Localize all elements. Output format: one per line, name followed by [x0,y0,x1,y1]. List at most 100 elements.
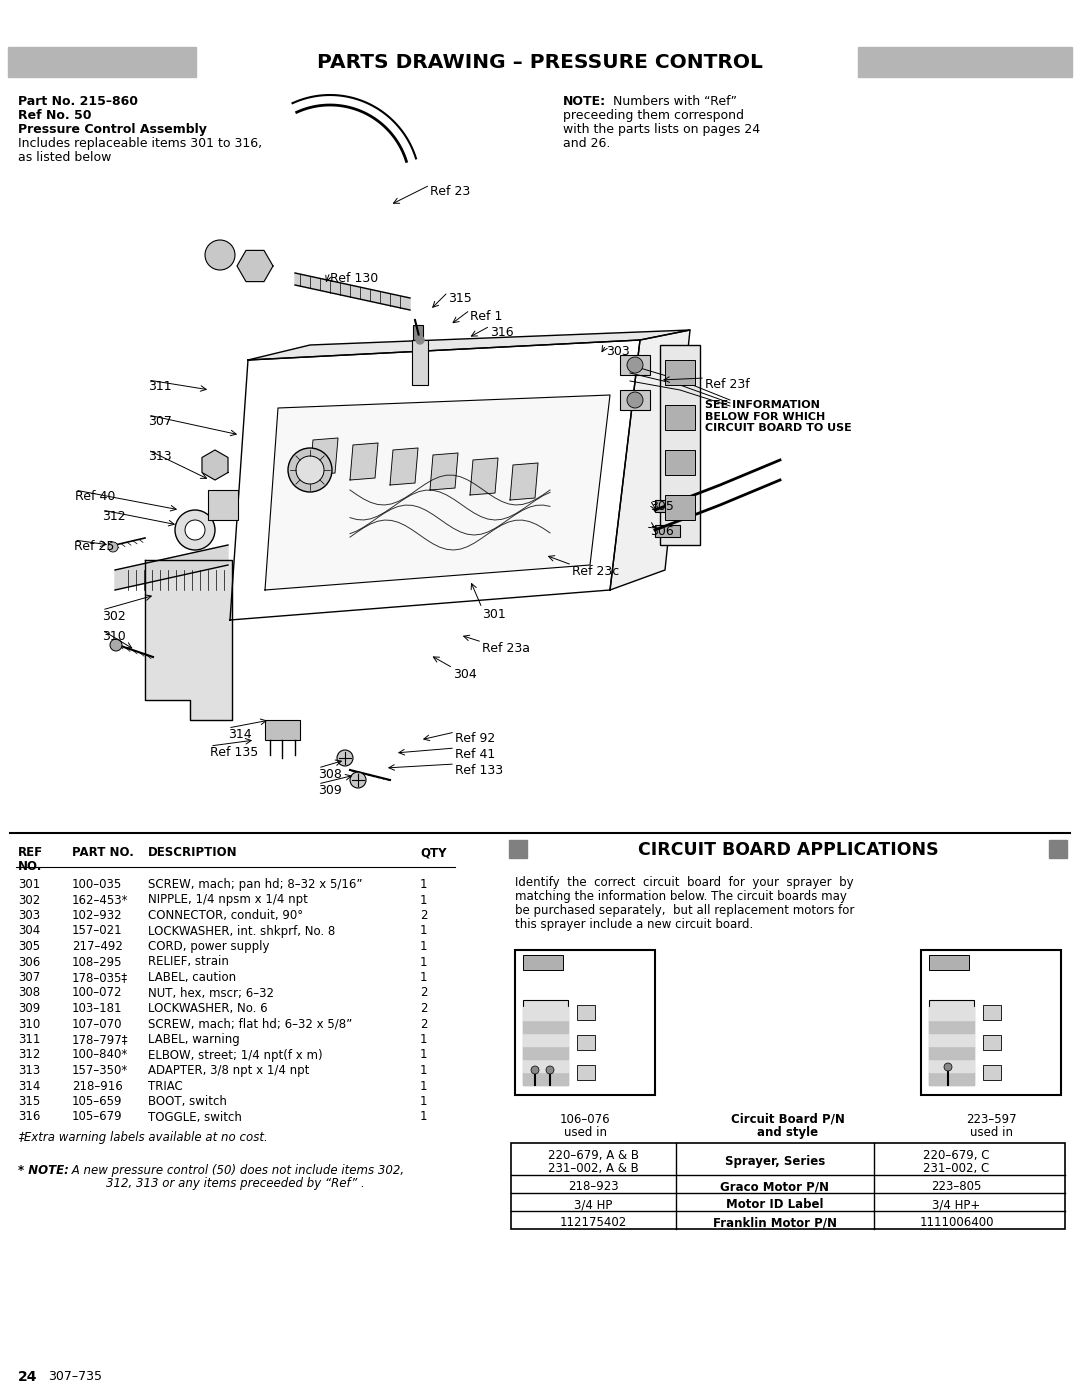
Text: A new pressure control (50) does not include items 302,: A new pressure control (50) does not inc… [68,1164,404,1178]
Bar [665,495,696,520]
Text: 1: 1 [420,877,428,891]
Text: 305: 305 [18,940,40,953]
Circle shape [627,393,643,408]
Circle shape [205,240,235,270]
Text: Ref 25: Ref 25 [75,541,114,553]
Polygon shape [230,339,640,620]
Text: 1: 1 [420,894,428,907]
Bar [921,950,1061,1095]
Polygon shape [350,443,378,481]
Text: 313: 313 [18,1065,40,1077]
Polygon shape [523,1032,568,1046]
Text: 312: 312 [18,1049,40,1062]
Text: Ref 130: Ref 130 [330,272,378,285]
Text: 313: 313 [148,450,172,462]
Polygon shape [248,330,690,360]
Bar [511,1143,1065,1229]
Text: 303: 303 [606,345,630,358]
Polygon shape [114,545,228,590]
Text: 1: 1 [420,971,428,983]
Text: 1: 1 [420,1080,428,1092]
Text: 3/4 HP: 3/4 HP [575,1199,612,1211]
Text: be purchased separately,  but all replacement motors for: be purchased separately, but all replace… [515,904,854,916]
Polygon shape [145,560,232,719]
Text: Part No. 215–860: Part No. 215–860 [18,95,138,108]
Text: Ref 92: Ref 92 [455,732,496,745]
Text: 311: 311 [18,1032,40,1046]
Text: REF: REF [18,847,43,859]
Text: CIRCUIT BOARD APPLICATIONS: CIRCUIT BOARD APPLICATIONS [637,841,939,859]
Text: 157–021: 157–021 [72,925,123,937]
Text: 218–923: 218–923 [568,1180,619,1193]
Text: NUT, hex, mscr; 6–32: NUT, hex, mscr; 6–32 [148,986,274,999]
Polygon shape [310,439,338,475]
Text: ELBOW, street; 1/4 npt(f x m): ELBOW, street; 1/4 npt(f x m) [148,1049,323,1062]
Bar [983,1035,1001,1051]
Text: CORD, power supply: CORD, power supply [148,940,270,953]
Text: 302: 302 [18,894,40,907]
Text: 307: 307 [18,971,40,983]
Polygon shape [237,250,273,282]
Text: LOCKWASHER, int. shkprf, No. 8: LOCKWASHER, int. shkprf, No. 8 [148,925,335,937]
Polygon shape [610,330,690,590]
Circle shape [531,1066,539,1074]
Polygon shape [929,1071,974,1085]
Text: 105–659: 105–659 [72,1095,122,1108]
Text: 308: 308 [318,768,342,781]
Text: 24: 24 [18,1370,38,1384]
Polygon shape [202,450,228,481]
Text: 315: 315 [448,292,472,305]
Bar [983,1004,1001,1020]
Circle shape [546,1066,554,1074]
Text: NO.: NO. [18,861,42,873]
Circle shape [175,510,215,550]
Text: Ref 40: Ref 40 [75,490,116,503]
Text: 1: 1 [420,1049,428,1062]
Text: matching the information below. The circuit boards may: matching the information below. The circ… [515,890,847,902]
Bar [523,1000,568,1085]
Text: Pressure Control Assembly: Pressure Control Assembly [18,123,207,136]
Text: 316: 316 [18,1111,40,1123]
Text: Ref 23f: Ref 23f [705,379,750,391]
Polygon shape [523,1071,568,1085]
Bar [665,450,696,475]
Text: PARTS DRAWING – PRESSURE CONTROL: PARTS DRAWING – PRESSURE CONTROL [318,53,762,71]
Text: 102–932: 102–932 [72,909,123,922]
Text: 100–072: 100–072 [72,986,122,999]
Text: 162–453*: 162–453* [72,894,129,907]
Bar [265,719,300,740]
Text: Ref 135: Ref 135 [210,746,258,759]
Text: 178–797‡: 178–797‡ [72,1032,129,1046]
Bar [929,1000,974,1085]
Text: NIPPLE, 1/4 npsm x 1/4 npt: NIPPLE, 1/4 npsm x 1/4 npt [148,894,308,907]
Polygon shape [929,1007,974,1020]
Text: 218–916: 218–916 [72,1080,123,1092]
Circle shape [627,358,643,373]
Text: Ref 41: Ref 41 [455,747,496,761]
Circle shape [416,337,424,344]
Text: SCREW, mach; pan hd; 8–32 x 5/16”: SCREW, mach; pan hd; 8–32 x 5/16” [148,877,363,891]
Polygon shape [523,1007,568,1020]
Text: 178–035‡: 178–035‡ [72,971,129,983]
Text: SCREW, mach; flat hd; 6–32 x 5/8”: SCREW, mach; flat hd; 6–32 x 5/8” [148,1017,352,1031]
Text: 314: 314 [18,1080,40,1092]
Text: Franklin Motor P/N: Franklin Motor P/N [713,1217,837,1229]
Text: SEE INFORMATION
BELOW FOR WHICH
CIRCUIT BOARD TO USE: SEE INFORMATION BELOW FOR WHICH CIRCUIT … [705,400,852,433]
Text: Includes replaceable items 301 to 316,: Includes replaceable items 301 to 316, [18,137,262,149]
Text: and style: and style [757,1126,819,1139]
Bar [577,1065,595,1080]
Text: Ref No. 50: Ref No. 50 [18,109,92,122]
Text: 309: 309 [18,1002,40,1016]
Bar [929,956,969,970]
Circle shape [288,448,332,492]
Text: 223–597: 223–597 [966,1113,1016,1126]
Bar [620,390,650,409]
Text: 100–840*: 100–840* [72,1049,129,1062]
Text: Identify  the  correct  circuit  board  for  your  sprayer  by: Identify the correct circuit board for y… [515,876,853,888]
Text: 1111006400: 1111006400 [919,1217,994,1229]
Polygon shape [265,395,610,590]
Text: LABEL, caution: LABEL, caution [148,971,237,983]
Text: RELIEF, strain: RELIEF, strain [148,956,229,968]
Text: 220–679, C: 220–679, C [923,1148,989,1162]
Text: Numbers with “Ref”: Numbers with “Ref” [605,95,737,108]
